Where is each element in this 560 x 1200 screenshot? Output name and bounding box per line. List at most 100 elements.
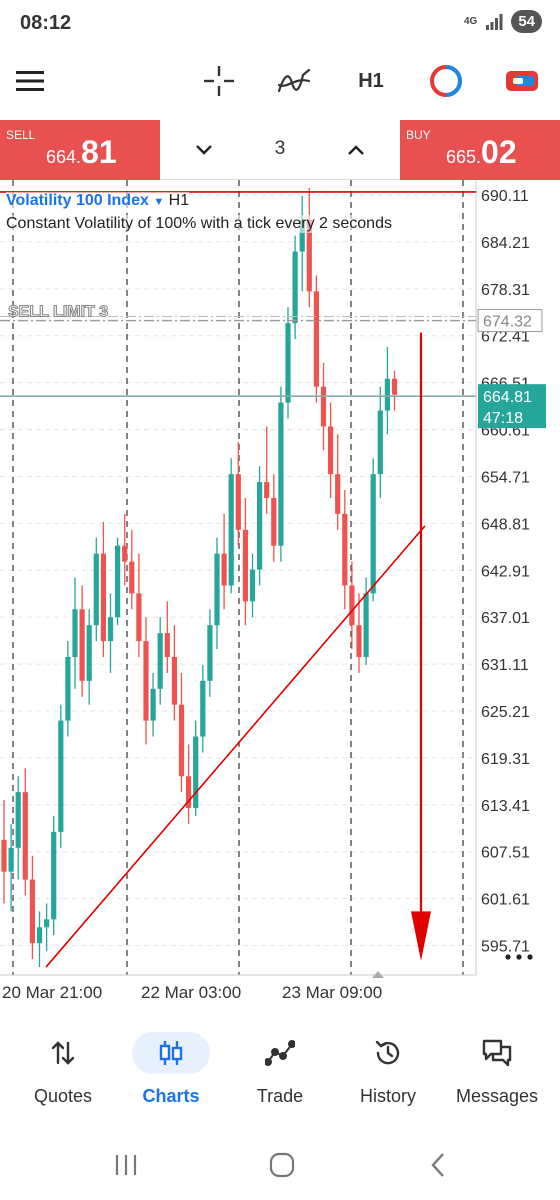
y-tick-label: 607.51 bbox=[481, 845, 530, 862]
increase-volume-button[interactable] bbox=[340, 134, 372, 166]
candle-body bbox=[328, 426, 334, 475]
trendline bbox=[45, 525, 426, 968]
charts-icon bbox=[132, 1032, 210, 1074]
candle-body bbox=[264, 482, 270, 498]
x-tick-label: 20 Mar 21:00 bbox=[2, 983, 102, 1002]
status-bar: 08:12 4G 54 bbox=[0, 0, 560, 48]
chevron-up-icon bbox=[348, 145, 364, 155]
chart-timeframe: H1 bbox=[168, 192, 190, 209]
candle-body bbox=[278, 402, 284, 546]
symbol-description: Constant Volatility of 100% with a tick … bbox=[6, 215, 392, 233]
y-tick-label: 619.31 bbox=[481, 751, 530, 768]
quotes-icon bbox=[24, 1032, 102, 1074]
nav-label: Messages bbox=[455, 1086, 539, 1106]
decrease-volume-button[interactable] bbox=[188, 134, 220, 166]
candle-body bbox=[335, 474, 341, 514]
buy-label: BUY bbox=[406, 128, 431, 142]
candle-body bbox=[129, 561, 135, 594]
menu-icon[interactable] bbox=[10, 62, 50, 100]
nav-trade[interactable]: Trade bbox=[225, 1032, 335, 1112]
candle-body bbox=[29, 879, 35, 944]
y-tick-label: 595.71 bbox=[481, 939, 530, 956]
nav-messages[interactable]: Messages bbox=[442, 1032, 552, 1112]
home-icon[interactable] bbox=[262, 1150, 302, 1180]
y-tick-label: 601.61 bbox=[481, 892, 530, 909]
status-icons: 4G 54 bbox=[464, 10, 542, 33]
candle-body bbox=[235, 474, 241, 530]
more-options-dot bbox=[527, 954, 533, 960]
nav-label: Charts bbox=[142, 1086, 200, 1106]
candle-body bbox=[178, 704, 185, 777]
history-icon bbox=[349, 1032, 427, 1074]
nav-quotes[interactable]: Quotes bbox=[8, 1032, 118, 1112]
one-click-trading-panel: SELL 664.81 3 BUY 665.02 bbox=[0, 120, 560, 180]
candle-body bbox=[44, 919, 50, 928]
nav-label: History bbox=[359, 1086, 416, 1106]
chart-canvas[interactable]: 690.11684.21678.31672.41666.51660.61654.… bbox=[0, 180, 560, 1020]
symbol-dropdown-icon[interactable]: ▼ bbox=[153, 196, 165, 208]
chart-toolbar: H1 bbox=[0, 52, 560, 110]
buy-button[interactable]: BUY 665.02 bbox=[400, 120, 560, 180]
trade-icon bbox=[241, 1032, 319, 1074]
color-theme-icon[interactable] bbox=[426, 62, 466, 100]
candle-body bbox=[349, 585, 355, 626]
candle-body bbox=[58, 720, 64, 832]
candle-body bbox=[122, 545, 128, 562]
buy-price-frac: 02 bbox=[481, 134, 517, 170]
recent-apps-icon[interactable] bbox=[106, 1150, 146, 1180]
symbol-name[interactable]: Volatility 100 Index bbox=[6, 192, 149, 209]
volume-value[interactable]: 3 bbox=[274, 138, 286, 159]
candle-body bbox=[36, 927, 43, 944]
candle-body bbox=[193, 736, 199, 809]
back-icon[interactable] bbox=[418, 1150, 458, 1180]
candle-body bbox=[257, 482, 263, 570]
candle-body bbox=[93, 553, 99, 626]
scroll-marker bbox=[372, 971, 384, 978]
network-type: 4G bbox=[463, 15, 478, 27]
trade-toggle-icon[interactable] bbox=[502, 62, 542, 100]
indicators-icon[interactable] bbox=[274, 62, 314, 100]
bar-countdown: 47:18 bbox=[483, 410, 523, 427]
sell-price-frac: 81 bbox=[81, 134, 117, 170]
candle-body bbox=[320, 386, 327, 427]
candle-body bbox=[313, 291, 319, 387]
candle-body bbox=[363, 593, 369, 657]
candle-body bbox=[200, 680, 206, 737]
candle-body bbox=[391, 378, 398, 395]
volume-control: 3 bbox=[160, 120, 400, 180]
y-tick-label: 678.31 bbox=[481, 282, 530, 299]
sell-limit-label: SELL LIMIT 3 bbox=[8, 304, 108, 321]
y-tick-label: 672.41 bbox=[481, 329, 530, 346]
down-arrow-head bbox=[411, 911, 431, 961]
sell-label: SELL bbox=[6, 128, 36, 142]
y-tick-label: 690.11 bbox=[481, 188, 529, 205]
candle-body bbox=[214, 553, 220, 626]
crosshair-icon[interactable] bbox=[199, 62, 239, 100]
nav-charts[interactable]: Charts bbox=[116, 1032, 226, 1112]
candle-body bbox=[186, 776, 192, 809]
timeframe-selector[interactable]: H1 bbox=[350, 62, 392, 100]
battery-level: 54 bbox=[511, 10, 542, 33]
system-navigation-bar bbox=[0, 1130, 560, 1200]
candle-body bbox=[384, 378, 390, 411]
sell-button[interactable]: SELL 664.81 bbox=[0, 120, 160, 180]
candle-body bbox=[171, 657, 177, 705]
sell-limit-price-box bbox=[477, 309, 543, 333]
sell-price-int: 664. bbox=[46, 147, 82, 167]
messages-icon bbox=[458, 1032, 536, 1074]
chevron-down-icon bbox=[196, 145, 212, 155]
bottom-navigation: Quotes Charts Trade History bbox=[0, 1020, 560, 1120]
chart-symbol-header[interactable]: Volatility 100 Index ▼ H1 bbox=[6, 192, 190, 210]
candle-body bbox=[86, 625, 92, 681]
candle-body bbox=[299, 219, 305, 252]
candle-body bbox=[15, 792, 21, 848]
candle-body bbox=[143, 641, 149, 721]
candle-body bbox=[51, 831, 57, 920]
candle-body bbox=[22, 792, 28, 880]
nav-history[interactable]: History bbox=[333, 1032, 443, 1112]
nav-label: Trade bbox=[256, 1086, 304, 1106]
price-chart[interactable]: 690.11 684.21 678.31 672.41 666.51 660.61 654.… bbox=[0, 180, 560, 1020]
more-options-dot bbox=[505, 954, 511, 960]
candle-body bbox=[285, 323, 291, 403]
candle-body bbox=[164, 633, 170, 657]
